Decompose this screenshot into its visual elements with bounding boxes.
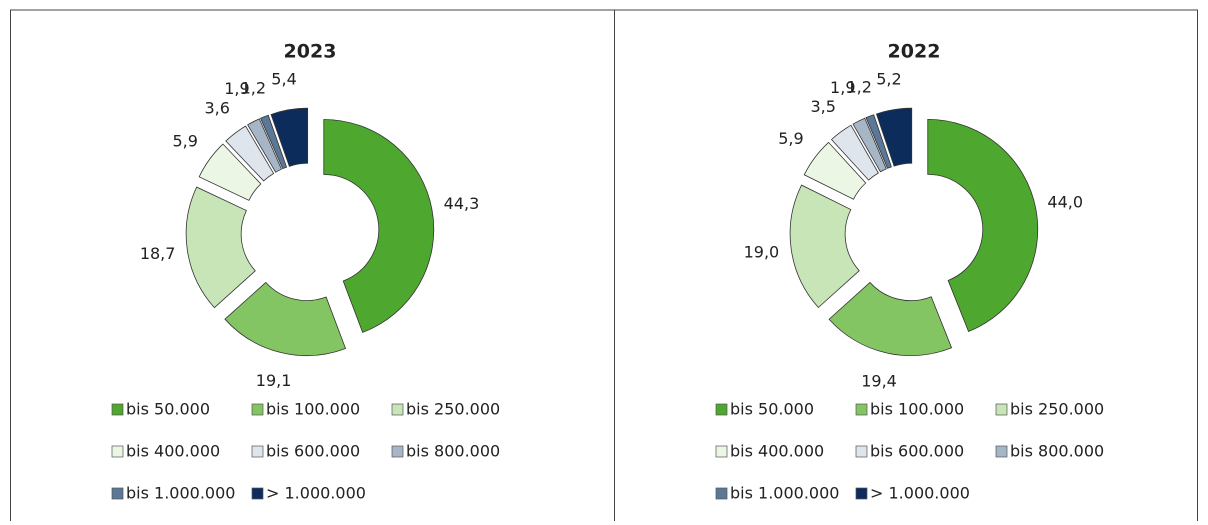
legend-swatch: [715, 487, 728, 500]
data-label: 1,2: [846, 78, 871, 97]
legend-swatch: [715, 403, 728, 416]
legend-swatch: [111, 445, 124, 458]
legend-label: bis 100.000: [870, 400, 964, 419]
data-label: 1,9: [830, 78, 855, 97]
legend-label: bis 50.000: [730, 400, 814, 419]
legend-swatch: [251, 487, 264, 500]
data-label: 1,9: [224, 79, 249, 98]
donut-slice: [198, 143, 262, 201]
donut-slice: [323, 119, 435, 333]
data-label: 3,5: [810, 97, 835, 116]
data-label: 5,9: [778, 129, 803, 148]
donut-slice: [828, 281, 953, 357]
data-label: 44,0: [1047, 192, 1083, 211]
legend-label: bis 400.000: [126, 442, 220, 461]
donut-slice: [224, 281, 347, 356]
donut-slice: [270, 107, 309, 167]
legend-label: > 1.000.000: [266, 484, 366, 503]
legend-label: bis 250.000: [1010, 400, 1104, 419]
data-label: 44,3: [444, 194, 480, 213]
legend-swatch: [715, 445, 728, 458]
legend-label: bis 600.000: [266, 442, 360, 461]
legend-swatch: [855, 445, 868, 458]
legend-label: bis 400.000: [730, 442, 824, 461]
legend-swatch: [251, 445, 264, 458]
legend-label: bis 600.000: [870, 442, 964, 461]
legend-label: bis 100.000: [266, 400, 360, 419]
data-label: 1,2: [241, 78, 266, 97]
data-label: 5,2: [876, 70, 901, 89]
chart-title: 2023: [284, 41, 337, 63]
donut-slice: [865, 114, 892, 169]
data-label: 18,7: [140, 244, 176, 263]
donut-slice: [927, 118, 1039, 333]
legend-swatch: [251, 403, 264, 416]
legend-swatch: [995, 403, 1008, 416]
donut-slice: [803, 141, 867, 200]
legend-swatch: [855, 487, 868, 500]
donut-slice: [789, 184, 860, 309]
legend-label: bis 50.000: [126, 400, 210, 419]
legend-label: bis 800.000: [1010, 442, 1104, 461]
data-label: 5,4: [271, 70, 296, 89]
legend-label: bis 1.000.000: [126, 484, 235, 503]
data-label: 3,6: [205, 99, 230, 118]
data-label: 5,9: [172, 131, 197, 150]
legend-label: bis 800.000: [406, 442, 500, 461]
legend-label: > 1.000.000: [870, 484, 970, 503]
chart-title: 2022: [888, 41, 941, 63]
donut-slice: [247, 118, 282, 173]
data-label: 19,4: [861, 371, 897, 390]
legend-swatch: [391, 403, 404, 416]
donut-slice: [875, 107, 913, 167]
donut-slice: [185, 186, 256, 309]
legend-swatch: [111, 403, 124, 416]
donut-slice: [260, 114, 288, 170]
donut-slice: [852, 117, 887, 173]
legend-swatch: [391, 445, 404, 458]
data-label: 19,0: [744, 242, 780, 261]
legend-swatch: [111, 487, 124, 500]
donut-slice: [225, 125, 275, 182]
data-label: 19,1: [256, 371, 292, 390]
legend-swatch: [855, 403, 868, 416]
donut-slice: [830, 124, 879, 181]
legend-label: bis 1.000.000: [730, 484, 839, 503]
legend-label: bis 250.000: [406, 400, 500, 419]
legend-swatch: [995, 445, 1008, 458]
